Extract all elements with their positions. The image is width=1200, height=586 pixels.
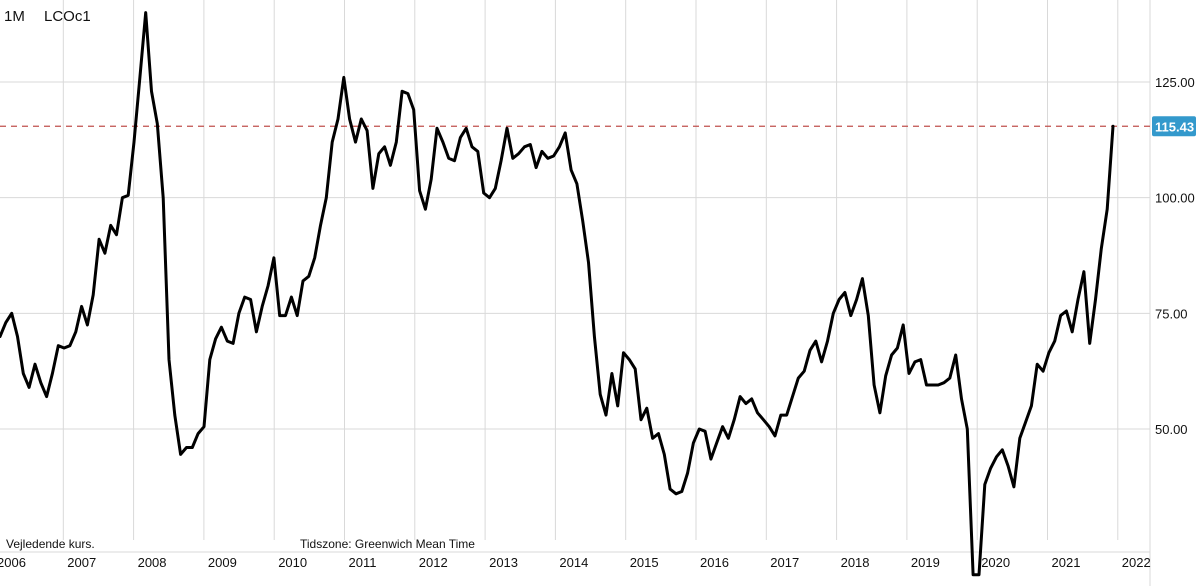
- x-tick-label-2014: 2014: [559, 555, 588, 570]
- timezone-note: Tidszone: Greenwich Mean Time: [300, 537, 475, 551]
- last-price-label: 115.43: [1155, 119, 1194, 134]
- interval-label: 1M: [4, 8, 25, 25]
- y-tick-label-50.00: 50.00: [1155, 422, 1188, 437]
- symbol-label: LCOc1: [44, 8, 91, 25]
- last-price-badge-bg: [1152, 116, 1196, 137]
- x-tick-label-2015: 2015: [630, 555, 659, 570]
- x-tick-label-2012: 2012: [419, 555, 448, 570]
- x-axis: 2006 2007 2008 2009 2010 2011 2012 2013 2014 2015…: [0, 555, 1151, 570]
- last-price-badge: 115.43: [1152, 116, 1196, 137]
- y-axis: 50.00 75.00 100.00 125.00: [1155, 75, 1195, 437]
- x-tick-label-2011: 2011: [349, 555, 377, 570]
- x-tick-label-2013: 2013: [489, 555, 518, 570]
- x-tick-label-2008: 2008: [138, 555, 167, 570]
- grid: [0, 0, 1151, 586]
- y-tick-label-125.00: 125.00: [1155, 75, 1195, 90]
- indicative-price-note: Vejledende kurs.: [6, 537, 95, 551]
- x-tick-label-2018: 2018: [841, 555, 870, 570]
- y-tick-label-100.00: 100.00: [1155, 191, 1195, 206]
- x-tick-label-2010: 2010: [278, 555, 307, 570]
- x-tick-label-2006: 2006: [0, 555, 26, 570]
- x-tick-label-2017: 2017: [770, 555, 799, 570]
- x-tick-label-2019: 2019: [911, 555, 940, 570]
- x-tick-label-2022: 2022: [1122, 555, 1151, 570]
- x-tick-label-2021: 2021: [1052, 555, 1081, 570]
- x-tick-label-2009: 2009: [208, 555, 237, 570]
- x-tick-label-2020: 2020: [981, 555, 1010, 570]
- series-line-lcoc1: [0, 11, 1115, 577]
- y-tick-label-75.00: 75.00: [1155, 306, 1188, 321]
- x-tick-label-2007: 2007: [67, 555, 96, 570]
- x-tick-label-2016: 2016: [700, 555, 729, 570]
